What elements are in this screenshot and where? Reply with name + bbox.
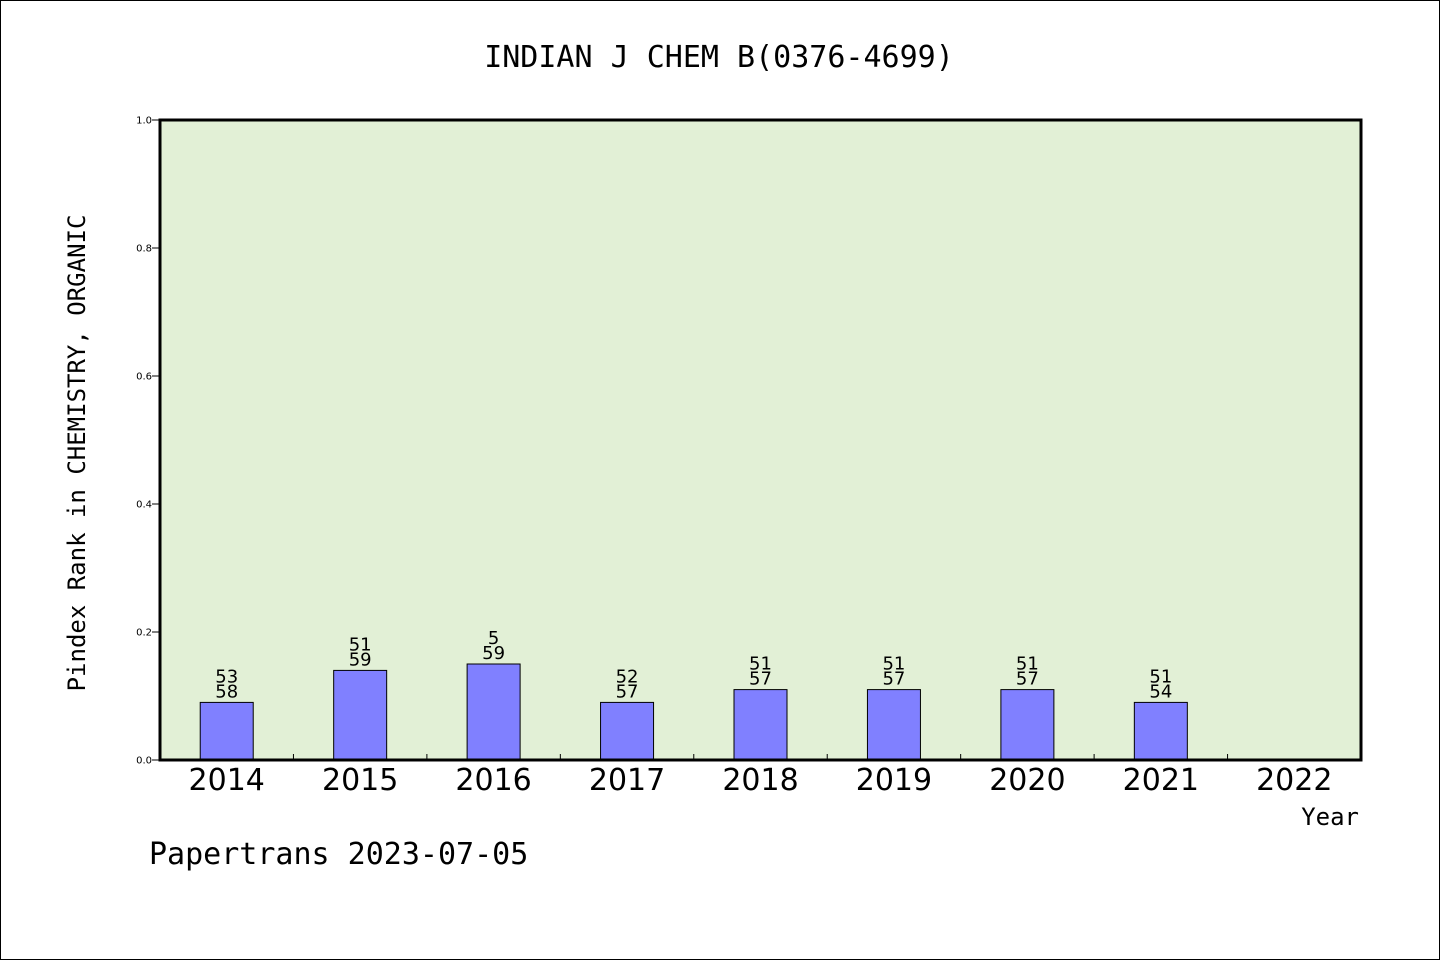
y-tick-label: 0.8 bbox=[136, 244, 152, 255]
bar-rank-label: 52 bbox=[616, 666, 639, 687]
bar-total-label: 57 bbox=[616, 681, 639, 702]
bar-rank-label: 5 bbox=[488, 628, 499, 649]
bar-rank-label: 51 bbox=[749, 654, 772, 675]
bar-rank-label: 51 bbox=[349, 634, 372, 655]
x-axis: 2014 2015 2016 2017 2018 2019 2020 2021 2022 bbox=[189, 754, 1332, 798]
bar-rank-label: 51 bbox=[1016, 654, 1039, 675]
chart-title: INDIAN J CHEM B(0376-4699) bbox=[484, 40, 954, 75]
x-tick-label: 2019 bbox=[856, 763, 932, 798]
bar-2015 bbox=[333, 669, 388, 761]
plot-border bbox=[158, 118, 1363, 762]
x-tick-label: 2018 bbox=[722, 763, 798, 798]
bar-rank-label: 51 bbox=[1149, 666, 1172, 687]
bar-2020 bbox=[1000, 689, 1055, 761]
bar-rank-label: 51 bbox=[882, 654, 905, 675]
x-tick-label: 2014 bbox=[189, 763, 265, 798]
x-tick-label: 2017 bbox=[589, 763, 665, 798]
bar-total-label: 58 bbox=[215, 681, 238, 702]
bar-2019 bbox=[866, 689, 921, 761]
y-tick-label: 0.4 bbox=[136, 500, 152, 511]
y-axis: 0.0 0.2 0.4 0.6 0.8 1.0 bbox=[136, 116, 160, 767]
bars-layer bbox=[199, 663, 1188, 761]
bar-total-label: 57 bbox=[882, 669, 905, 690]
y-tick-label: 0.2 bbox=[136, 628, 152, 639]
x-axis-label: Year bbox=[1301, 803, 1359, 831]
bar-2016 bbox=[466, 663, 521, 761]
bar-rank-label: 53 bbox=[215, 666, 238, 687]
y-tick-label: 0.6 bbox=[136, 372, 152, 383]
y-axis-label: Pindex Rank in CHEMISTRY, ORGANIC bbox=[63, 215, 91, 692]
x-tick-label: 2021 bbox=[1123, 763, 1199, 798]
bar-total-label: 54 bbox=[1149, 681, 1172, 702]
y-tick-label: 1.0 bbox=[136, 116, 152, 127]
bar-total-label: 57 bbox=[749, 669, 772, 690]
footer-credit: Papertrans 2023-07-05 bbox=[149, 837, 528, 872]
bar-2017 bbox=[600, 701, 655, 761]
x-tick-label: 2016 bbox=[455, 763, 531, 798]
bar-2014 bbox=[199, 701, 254, 761]
x-tick-label: 2022 bbox=[1256, 763, 1332, 798]
y-tick-label: 0.0 bbox=[136, 756, 152, 767]
bar-2018 bbox=[733, 689, 788, 761]
x-tick-label: 2015 bbox=[322, 763, 398, 798]
plot-area bbox=[160, 120, 1361, 760]
bar-total-label: 59 bbox=[349, 649, 372, 670]
x-tick-label: 2020 bbox=[989, 763, 1065, 798]
bar-total-label: 57 bbox=[1016, 669, 1039, 690]
bar-2021 bbox=[1133, 701, 1188, 761]
bar-total-label: 59 bbox=[482, 643, 505, 664]
